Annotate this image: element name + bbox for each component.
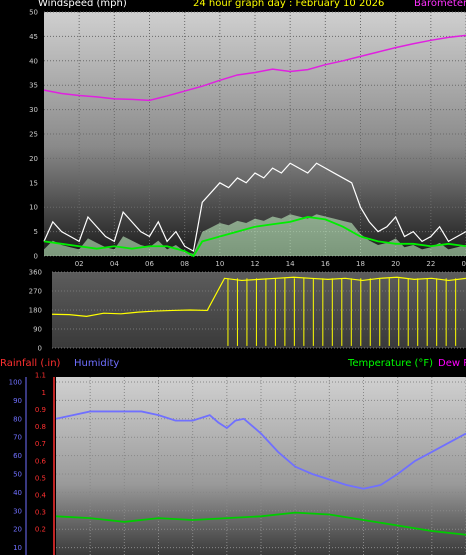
series-average [43, 216, 466, 258]
wind-y-tick: 35 [29, 82, 38, 90]
rainfall-y-tick: 0.8 [35, 423, 46, 431]
wind-y-tick: 0 [34, 253, 38, 261]
time-x-tick: 14 [286, 260, 295, 268]
rainfall-y-tick: 1.1 [35, 372, 46, 380]
wind-y-tick: 15 [29, 179, 38, 187]
wind-y-tick: 30 [29, 106, 38, 114]
rainfall-y-tick: 0.2 [35, 526, 46, 534]
time-x-tick: 22 [426, 260, 435, 268]
time-x-tick: 02 [75, 260, 84, 268]
rainfall-y-tick: 0.4 [35, 491, 47, 499]
temperature-axis-label: Temperature (°F) [348, 358, 434, 369]
wind-y-tick: 25 [29, 131, 38, 139]
rainfall-y-tick: 0.7 [35, 440, 46, 448]
rainfall-y-tick: 0.3 [35, 509, 46, 517]
humidity-y-tick: 90 [13, 397, 22, 405]
windspeed-axis-label: Windspeed (mph) [38, 0, 127, 9]
rainfall-axis-label: Rainfall (.in) [0, 358, 61, 369]
humidity-y-tick: 60 [13, 452, 22, 460]
time-x-tick: 06 [145, 260, 154, 268]
time-x-tick: 00 [462, 260, 466, 268]
series-humidity [55, 410, 466, 490]
humidity-y-tick: 100 [9, 379, 22, 387]
wind-y-tick: 10 [29, 204, 38, 212]
time-x-tick: 12 [251, 260, 260, 268]
rainfall-y-tick: 0.5 [35, 474, 46, 482]
humidity-axis-label: Humidity [74, 358, 120, 369]
humidity-y-tick: 30 [13, 507, 22, 515]
humidity-y-tick: 10 [13, 544, 22, 552]
barometer-axis-label: Barometer [414, 0, 466, 9]
time-x-tick: 20 [391, 260, 400, 268]
series-direction [51, 276, 466, 317]
direction-y-tick: 180 [29, 307, 42, 315]
direction-y-tick: 0 [38, 345, 42, 353]
wind-y-tick: 5 [34, 228, 38, 236]
humidity-y-tick: 50 [13, 471, 22, 479]
series-barometer [43, 34, 466, 102]
time-x-tick: 18 [356, 260, 365, 268]
series-gust [43, 162, 466, 253]
dewpoint-axis-label: Dew P [438, 358, 466, 369]
direction-y-tick: 90 [33, 326, 42, 334]
rainfall-y-tick: 1 [42, 389, 46, 397]
humidity-y-tick: 40 [13, 489, 22, 497]
humidity-y-tick: 80 [13, 415, 22, 423]
series-temperature [55, 511, 466, 536]
wind-y-tick: 50 [29, 9, 38, 17]
rainfall-y-tick: 0.6 [35, 457, 47, 465]
humidity-plot-area [56, 377, 466, 555]
chart-title: 24 hour graph day : February 10 2026 [193, 0, 385, 9]
rainfall-y-tick: 0.9 [35, 406, 46, 414]
time-x-tick: 10 [215, 260, 224, 268]
direction-y-tick: 360 [29, 269, 42, 277]
wind-low-band [44, 214, 466, 256]
wind-y-tick: 20 [29, 155, 38, 163]
time-x-tick: 08 [180, 260, 189, 268]
wind-y-tick: 40 [29, 57, 38, 65]
direction-y-tick: 270 [29, 288, 42, 296]
humidity-y-tick: 70 [13, 434, 22, 442]
humidity-y-tick: 20 [13, 526, 22, 534]
time-x-tick: 04 [110, 260, 119, 268]
time-x-tick: 16 [321, 260, 330, 268]
wind-y-tick: 45 [29, 33, 38, 41]
